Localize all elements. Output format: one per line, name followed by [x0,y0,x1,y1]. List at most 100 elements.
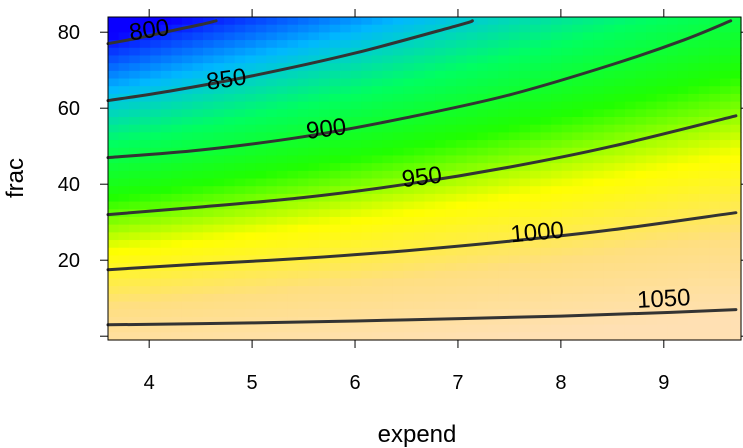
heatmap-cell [487,101,499,110]
heatmap-cell [646,232,658,241]
heatmap-cell [582,109,594,118]
heatmap-cell [171,247,183,256]
heatmap-cell [329,301,341,310]
heatmap-cell [371,78,383,87]
heatmap-cell [508,124,521,133]
heatmap-cell [614,47,626,57]
heatmap-cell [234,70,246,80]
heatmap-cell [308,209,320,218]
heatmap-cell [667,193,679,203]
heatmap-cell [371,232,383,241]
heatmap-cell [371,224,383,233]
heatmap-cell [719,24,732,33]
heatmap-cell [593,293,605,303]
heatmap-cell [118,232,130,241]
heatmap-cell [730,270,742,280]
heatmap-cell [445,140,457,149]
heatmap-cell [350,255,362,264]
heatmap-cell [392,109,404,118]
heatmap-cell [108,270,120,280]
heatmap-cell [255,93,267,103]
heatmap-cell [445,263,457,272]
heatmap-cell [456,263,468,272]
heatmap-cell [445,186,457,195]
heatmap-cell [582,240,594,249]
heatmap-cell [561,47,573,57]
heatmap-cell [498,293,510,303]
heatmap-cell [340,93,352,103]
heatmap-cell [108,186,120,195]
heatmap-cell [709,293,721,303]
heatmap-cell [160,78,172,87]
heatmap-cell [656,186,668,195]
heatmap-cell [603,155,615,164]
heatmap-cell [350,270,362,280]
heatmap-cell [171,93,183,103]
heatmap-cell [392,124,404,133]
heatmap-cell [487,263,499,272]
heatmap-cell [287,270,299,280]
heatmap-cell [266,24,278,33]
heatmap-cell [582,201,594,210]
heatmap-cell [160,186,172,195]
heatmap-cell [540,209,552,218]
heatmap-cell [445,70,457,80]
heatmap-cell [466,178,478,187]
heatmap-cell [477,255,489,264]
heatmap-cell [297,324,310,333]
heatmap-cell [456,93,468,103]
heatmap-cell [129,193,141,203]
heatmap-cell [276,332,288,341]
heatmap-cell [108,24,120,33]
heatmap-cell [530,70,542,80]
heatmap-cell [477,140,489,149]
heatmap-cell [435,270,447,280]
heatmap-cell [266,101,278,110]
heatmap-cell [129,70,141,80]
heatmap-cell [297,17,310,26]
heatmap-cell [719,70,732,80]
heatmap-cell [192,40,204,49]
heatmap-cell [403,124,415,133]
heatmap-cell [530,224,542,233]
heatmap-cell [572,109,584,118]
heatmap-cell [413,124,426,133]
heatmap-cell [403,309,415,318]
heatmap-cell [508,101,521,110]
heatmap-cell [392,263,404,272]
heatmap-cell [624,101,637,110]
heatmap-cell [234,286,246,295]
heatmap-cell [424,301,436,310]
heatmap-cell [181,201,193,210]
heatmap-cell [181,316,193,326]
heatmap-cell [435,116,447,126]
heatmap-cell [413,63,426,72]
heatmap-cell [150,209,162,218]
heatmap-cell [171,263,183,272]
heatmap-cell [319,232,331,241]
heatmap-cell [624,324,637,333]
heatmap-cell [234,224,246,233]
heatmap-cell [329,140,341,149]
heatmap-cell [139,247,151,256]
heatmap-cell [213,63,225,72]
heatmap-cell [392,163,404,172]
heatmap-cell [730,332,742,341]
heatmap-cell [213,109,225,118]
heatmap-cell [192,309,204,318]
heatmap-cell [508,301,521,310]
heatmap-cell [551,186,563,195]
heatmap-cell [202,224,215,233]
heatmap-cell [445,309,457,318]
heatmap-cell [160,17,172,26]
heatmap-cell [656,293,668,303]
heatmap-cell [424,293,436,303]
heatmap-cell [688,293,700,303]
y-tick-label: 20 [58,250,80,272]
heatmap-cell [181,278,193,287]
heatmap-cell [413,240,426,249]
heatmap-cell [202,147,215,157]
heatmap-cell [403,101,415,110]
heatmap-cell [498,70,510,80]
heatmap-cell [646,255,658,264]
